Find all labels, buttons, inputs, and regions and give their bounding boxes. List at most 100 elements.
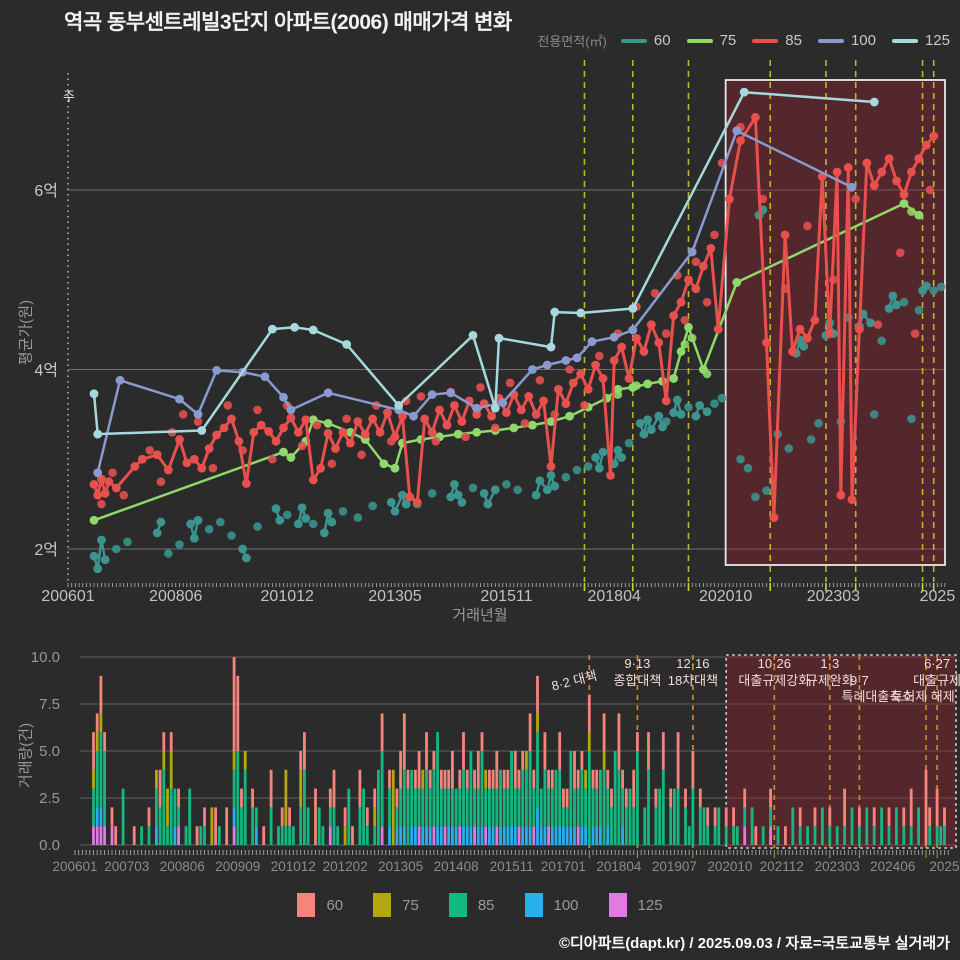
volume-bar-60[interactable] [532, 769, 536, 789]
series-100-point[interactable] [260, 372, 270, 382]
series-85-point[interactable] [435, 405, 444, 415]
series-85-point[interactable] [152, 450, 162, 460]
volume-bar-85[interactable] [591, 788, 595, 827]
volume-bar-85[interactable] [188, 788, 192, 845]
volume-bar-85[interactable] [576, 788, 580, 827]
series-85-point[interactable] [676, 297, 686, 307]
volume-bar-75[interactable] [587, 732, 591, 751]
series-60-point[interactable] [921, 281, 931, 291]
series-125-point[interactable] [628, 304, 638, 313]
volume-bar-60[interactable] [724, 807, 728, 827]
series-85-point[interactable] [843, 163, 853, 172]
series-85-point[interactable] [925, 185, 935, 195]
volume-bar-85[interactable] [935, 826, 939, 845]
series-85-point[interactable] [561, 399, 571, 409]
volume-bar-85[interactable] [943, 826, 946, 845]
bottom-legend-item-75[interactable]: 75 [373, 893, 419, 917]
series-85-point[interactable] [855, 324, 864, 334]
volume-bar-100[interactable] [491, 826, 495, 845]
series-60-point[interactable] [293, 519, 303, 529]
series-85-point[interactable] [829, 275, 838, 285]
volume-bar-85[interactable] [580, 769, 584, 827]
series-100-point[interactable] [561, 356, 571, 365]
volume-bar-85[interactable] [602, 769, 606, 845]
volume-bar-60[interactable] [476, 751, 480, 789]
series-85-point[interactable] [93, 490, 103, 500]
volume-bar-60[interactable] [558, 732, 562, 770]
volume-bar-85[interactable] [147, 826, 151, 845]
series-60-point[interactable] [323, 508, 333, 518]
series-60-point[interactable] [535, 476, 545, 486]
series-100-point[interactable] [542, 360, 552, 370]
series-75-point[interactable] [680, 340, 690, 349]
volume-bar-60[interactable] [502, 769, 506, 789]
series-85-point[interactable] [327, 459, 337, 469]
volume-bar-60[interactable] [610, 788, 613, 808]
series-85-point[interactable] [706, 243, 716, 253]
series-85-point[interactable] [390, 432, 400, 442]
series-75-point[interactable] [628, 383, 638, 392]
volume-bar-100[interactable] [506, 826, 510, 845]
volume-bar-100[interactable] [395, 826, 399, 845]
series-75-point[interactable] [914, 210, 924, 220]
series-85-point[interactable] [698, 261, 708, 271]
volume-bar-85[interactable] [465, 788, 469, 827]
series-85-point[interactable] [524, 392, 534, 401]
series-75-point[interactable] [453, 429, 463, 439]
volume-bar-125[interactable] [547, 826, 550, 845]
volume-bar-85[interactable] [347, 788, 351, 845]
volume-bar-85[interactable] [451, 788, 454, 827]
volume-bar-100[interactable] [591, 826, 595, 845]
volume-bar-85[interactable] [939, 826, 943, 845]
volume-bar-75[interactable] [421, 769, 425, 789]
volume-bar-100[interactable] [536, 807, 539, 845]
volume-bar-75[interactable] [525, 751, 528, 770]
volume-bar-85[interactable] [821, 807, 824, 845]
volume-bar-85[interactable] [469, 751, 473, 827]
volume-bar-85[interactable] [806, 826, 809, 845]
series-60-point[interactable] [914, 305, 924, 315]
volume-bar-60[interactable] [506, 769, 510, 789]
series-100-point[interactable] [609, 332, 619, 342]
series-125-point[interactable] [546, 342, 556, 352]
series-85-point[interactable] [193, 417, 203, 426]
volume-bar-100[interactable] [173, 826, 177, 845]
volume-bar-85[interactable] [543, 769, 547, 827]
volume-bar-60[interactable] [698, 788, 702, 808]
volume-bar-85[interactable] [395, 807, 399, 827]
volume-bar-60[interactable] [902, 807, 906, 827]
series-85-point[interactable] [331, 444, 340, 453]
series-100-point[interactable] [279, 392, 288, 402]
volume-bar-85[interactable] [365, 826, 369, 845]
top-legend-item-60[interactable]: 60 [620, 32, 671, 49]
series-85-point[interactable] [869, 181, 879, 190]
series-125-point[interactable] [93, 429, 103, 439]
series-85-point[interactable] [357, 450, 366, 460]
volume-bar-125[interactable] [417, 826, 421, 845]
series-60-point[interactable] [227, 531, 236, 540]
volume-bar-100[interactable] [254, 826, 258, 845]
volume-bar-60[interactable] [195, 826, 199, 845]
series-85-point[interactable] [520, 419, 530, 428]
volume-bar-85[interactable] [536, 732, 539, 808]
series-85-point[interactable] [145, 445, 155, 455]
series-75-point[interactable] [899, 199, 909, 208]
volume-bar-60[interactable] [813, 807, 817, 827]
series-60-point[interactable] [453, 490, 463, 500]
series-85-point[interactable] [119, 490, 129, 500]
volume-bar-85[interactable] [895, 807, 898, 845]
series-60-point[interactable] [929, 286, 939, 295]
volume-bar-60[interactable] [95, 713, 99, 733]
volume-bar-60[interactable] [632, 769, 636, 808]
series-85-point[interactable] [297, 441, 307, 451]
volume-bar-125[interactable] [92, 826, 95, 845]
volume-bar-60[interactable] [425, 732, 428, 770]
volume-bar-60[interactable] [288, 807, 291, 827]
series-85-point[interactable] [279, 423, 288, 433]
volume-bar-85[interactable] [669, 807, 673, 845]
series-85-point[interactable] [710, 230, 719, 240]
series-85-point[interactable] [360, 429, 370, 439]
volume-bar-60[interactable] [713, 807, 717, 827]
volume-bar-85[interactable] [288, 826, 291, 845]
series-85-point[interactable] [156, 477, 166, 486]
